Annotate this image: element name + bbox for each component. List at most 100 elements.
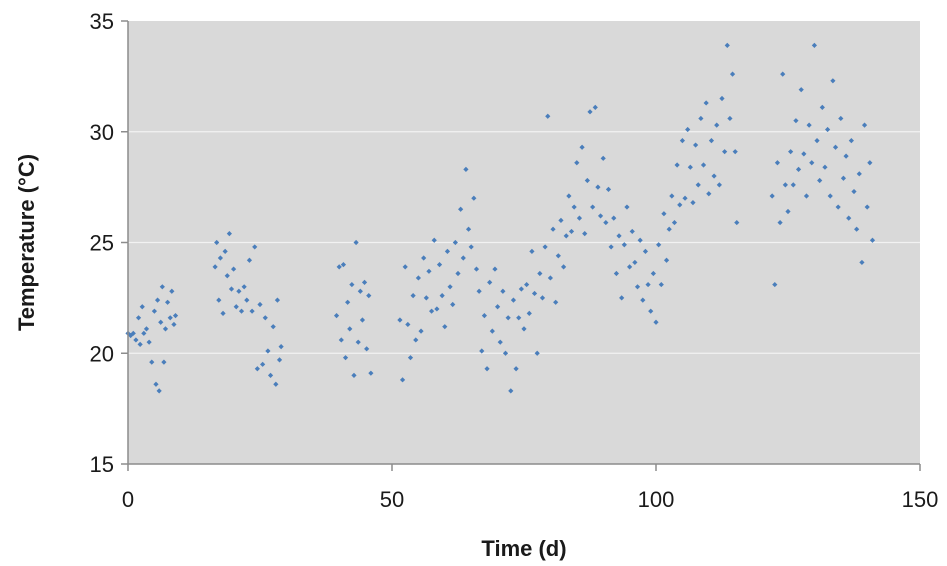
data-point [151,308,157,314]
data-point [708,138,715,144]
data-point [793,118,799,124]
data-point [627,264,633,270]
axes [121,20,921,471]
data-point [368,370,374,376]
data-point [447,284,453,290]
data-point [811,42,817,48]
data-point [413,337,419,343]
data-point [510,297,517,303]
data-point [848,138,854,144]
data-point [597,213,604,219]
data-point [595,184,601,190]
data-point [516,315,522,321]
data-point [524,281,530,288]
data-point [534,350,540,356]
data-point [555,253,561,259]
data-point [679,138,685,144]
data-point [727,115,733,122]
data-point [444,248,451,254]
data-point [774,160,781,166]
data-point [611,215,617,221]
data-point [590,204,596,210]
y-tick-label: 20 [90,341,114,366]
data-point [576,215,583,221]
data-point [674,162,680,168]
data-point [777,219,783,226]
data-point [135,315,142,321]
data-point [231,266,237,272]
data-point [537,270,543,277]
data-point [505,315,511,321]
data-point [592,104,598,110]
data-point [167,315,173,321]
data-point [648,308,654,314]
data-point [479,348,485,354]
data-point [531,290,538,297]
data-point [687,164,693,170]
data-point [249,308,255,314]
data-point [801,151,807,157]
data-point [817,177,823,184]
data-point [345,299,351,305]
data-point [364,346,370,352]
data-point [492,266,498,272]
data-point [141,330,147,336]
data-point [338,337,344,343]
data-point [566,193,572,199]
data-point [471,195,477,201]
data-point [806,122,812,128]
x-tick-labels: 0 50 100 150 [122,487,938,512]
data-point [502,350,509,356]
data-point [450,301,456,308]
data-point [418,328,424,334]
data-point [434,306,440,312]
data-point [526,310,532,316]
y-tick-label: 25 [90,231,114,256]
data-point [260,361,266,367]
data-point [270,324,276,330]
data-point [349,281,355,288]
data-point [832,144,839,150]
data-point [212,264,218,270]
data-point [484,366,490,372]
data-point [500,288,506,294]
data-point [568,228,575,235]
data-point [814,138,820,144]
data-point [357,288,363,294]
data-point [161,359,167,365]
data-point [489,328,495,334]
data-point [262,315,268,321]
data-point [361,279,368,285]
x-tick-label: 150 [902,487,939,512]
data-point [798,87,804,93]
data-point [629,228,635,235]
data-point [772,281,778,288]
y-tick-label: 35 [90,9,114,34]
data-point [663,257,670,263]
data-point [722,149,728,155]
data-point [274,297,281,303]
gridlines [128,131,920,354]
data-point [130,330,136,336]
data-point [634,284,641,290]
data-point [587,109,593,115]
data-point [460,255,466,261]
data-point [809,160,815,166]
data-point [685,126,691,133]
data-point [867,160,873,166]
data-point [677,202,683,208]
data-point [605,186,612,192]
data-point [458,206,464,212]
data-point [642,248,649,254]
data-point [769,193,775,199]
data-point [224,273,230,279]
data-point [513,366,519,372]
data-point [429,308,435,314]
data-point [228,286,235,292]
data-point [782,182,788,188]
data-point [521,326,527,332]
data-point [690,200,696,206]
data-point [146,339,152,345]
data-point [351,372,357,378]
